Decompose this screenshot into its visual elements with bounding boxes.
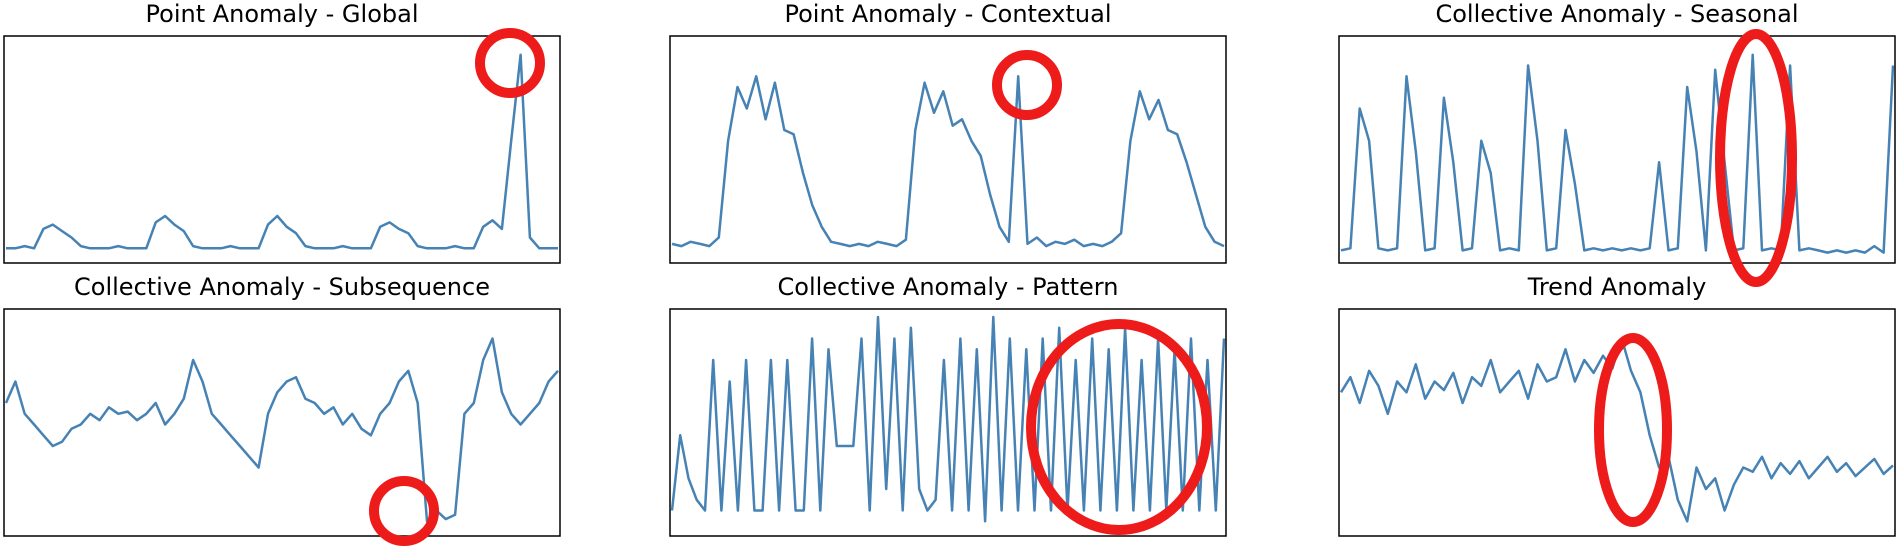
panel-title: Point Anomaly - Global <box>146 0 419 28</box>
series-line <box>4 337 559 523</box>
highlight <box>369 476 439 546</box>
panel-frame <box>1338 35 1896 264</box>
series-line <box>6 53 558 250</box>
highlights <box>369 28 1797 546</box>
panel-title: Point Anomaly - Contextual <box>784 0 1111 28</box>
panel-title: Collective Anomaly - Subsequence <box>74 273 490 301</box>
highlight <box>992 50 1062 120</box>
panel-frame <box>3 308 561 537</box>
panel-frame <box>669 35 1227 264</box>
series-line <box>670 315 1226 523</box>
panel-title: Collective Anomaly - Pattern <box>778 273 1119 301</box>
series-line <box>671 75 1225 248</box>
panel-frame <box>1338 308 1896 537</box>
panel-frame <box>3 35 561 264</box>
panel-title: Collective Anomaly - Seasonal <box>1435 0 1798 28</box>
panel-frame <box>669 308 1227 537</box>
series-line <box>1339 337 1894 523</box>
plots: Point Anomaly - Global Point Anomaly - Co… <box>3 0 1896 537</box>
highlight <box>1715 29 1797 287</box>
series-line <box>1340 53 1895 254</box>
highlight <box>475 28 545 98</box>
panel-title: Trend Anomaly <box>1527 273 1707 301</box>
highlight <box>1026 319 1212 535</box>
highlight <box>1594 333 1672 527</box>
